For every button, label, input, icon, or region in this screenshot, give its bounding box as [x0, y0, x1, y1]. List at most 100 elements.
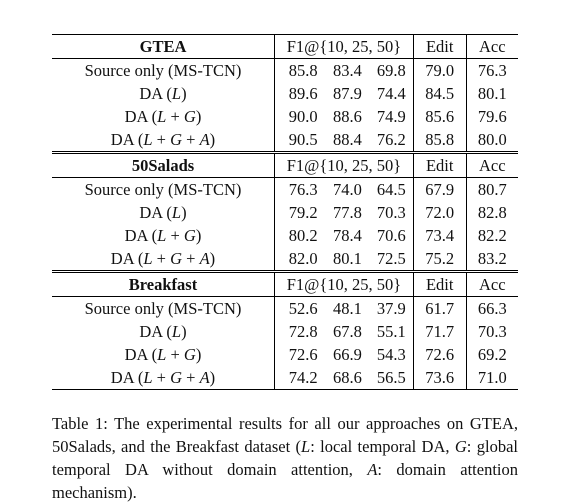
edit-cell: 75.2	[413, 247, 467, 272]
acc-cell: 80.0	[477, 130, 507, 149]
method-cell: DA (L)	[52, 82, 275, 105]
acc-cell: 82.2	[477, 226, 507, 245]
table-row: DA (L + G + A) 90.5 88.4 76.2 85.8 80.0	[52, 128, 518, 153]
table-caption: Table 1: The experimental results for al…	[52, 412, 518, 504]
table-row: DA (L + G + A) 82.0 80.1 72.5 75.2 83.2	[52, 247, 518, 272]
f1-50-cell: 74.9	[369, 105, 414, 128]
method-cell: Source only (MS-TCN)	[52, 177, 275, 201]
f1-25-cell: 80.1	[333, 249, 362, 268]
section-header-row: 50Salads F1@{10, 25, 50} Edit Acc	[52, 151, 518, 178]
acc-cell: 80.7	[477, 180, 507, 199]
acc-cell: 80.1	[477, 84, 507, 103]
table-row: DA (L) 72.8 67.8 55.1 71.7 70.3	[52, 320, 518, 343]
f1-column-header: F1@{10, 25, 50}	[274, 34, 414, 59]
method-cell: DA (L + G)	[52, 105, 275, 128]
f1-50-cell: 64.5	[369, 177, 414, 201]
acc-cell: 83.2	[477, 249, 507, 268]
method-cell: DA (L + G + A)	[52, 366, 275, 390]
f1-50-cell: 72.5	[369, 247, 414, 272]
f1-10-cell: 52.6	[288, 299, 318, 318]
acc-cell: 70.3	[477, 322, 507, 341]
caption-symbol-g: G	[454, 436, 467, 456]
acc-cell: 79.6	[477, 107, 507, 126]
f1-25-cell: 68.6	[325, 366, 370, 390]
table-row: Source only (MS-TCN) 85.8 83.4 69.8 79.0 76.3	[52, 58, 518, 82]
edit-cell: 61.7	[413, 296, 467, 320]
f1-10-cell: 74.2	[274, 366, 326, 390]
edit-cell: 79.0	[413, 58, 467, 82]
edit-cell: 73.6	[413, 366, 467, 390]
caption-text-1: Table 1: The experimental results for al…	[52, 413, 518, 456]
caption-text-4: : domain attention mechanism).	[52, 459, 519, 502]
edit-cell: 85.8	[413, 128, 467, 153]
results-table: GTEA F1@{10, 25, 50} Edit Acc Source only (M…	[52, 34, 518, 390]
f1-10-cell: 90.5	[288, 130, 318, 149]
f1-25-cell: 67.8	[333, 322, 362, 341]
f1-10-cell: 76.3	[288, 180, 318, 199]
f1-25-cell: 87.9	[333, 84, 362, 103]
acc-cell: 76.3	[477, 61, 507, 80]
method-cell: DA (L + G)	[52, 224, 275, 247]
f1-50-cell: 69.8	[369, 58, 414, 82]
f1-10-cell: 85.8	[288, 61, 318, 80]
f1-50-cell: 37.9	[369, 296, 414, 320]
table-body: GTEA F1@{10, 25, 50} Edit Acc Source only (M…	[52, 34, 518, 390]
edit-column-header: Edit	[413, 270, 467, 297]
caption-text-2: : local temporal DA,	[310, 436, 455, 456]
edit-cell: 84.5	[413, 82, 467, 105]
acc-cell: 82.8	[477, 203, 507, 222]
table-row: DA (L) 89.6 87.9 74.4 84.5 80.1	[52, 82, 518, 105]
method-cell: DA (L + G)	[52, 343, 275, 366]
table-row: DA (L + G) 80.2 78.4 70.6 73.4 82.2	[52, 224, 518, 247]
f1-10-cell: 79.2	[288, 203, 318, 222]
method-cell: DA (L)	[52, 320, 275, 343]
method-cell: Source only (MS-TCN)	[52, 58, 275, 82]
caption-symbol-a: A	[367, 459, 378, 479]
table-row: DA (L + G + A) 74.2 68.6 56.5 73.6 71.0	[52, 366, 518, 390]
f1-10-cell: 90.0	[288, 107, 318, 126]
section-header-row: Breakfast F1@{10, 25, 50} Edit Acc	[52, 270, 518, 297]
edit-cell: 72.0	[413, 201, 467, 224]
acc-column-header: Acc	[466, 151, 518, 178]
f1-50-cell: 54.3	[369, 343, 414, 366]
edit-column-header: Edit	[413, 151, 467, 178]
acc-cell: 66.3	[477, 299, 507, 318]
method-cell: DA (L + G + A)	[52, 247, 275, 272]
f1-25-cell: 77.8	[333, 203, 362, 222]
section-header-row: GTEA F1@{10, 25, 50} Edit Acc	[52, 34, 518, 59]
f1-25-cell: 48.1	[333, 299, 362, 318]
f1-column-header: F1@{10, 25, 50}	[274, 151, 414, 178]
f1-50-cell: 76.2	[369, 128, 414, 153]
edit-cell: 73.4	[413, 224, 467, 247]
f1-10-cell: 72.8	[288, 322, 318, 341]
acc-cell: 71.0	[466, 366, 518, 390]
table-row: DA (L) 79.2 77.8 70.3 72.0 82.8	[52, 201, 518, 224]
table-row: Source only (MS-TCN) 76.3 74.0 64.5 67.9 80.7	[52, 177, 518, 201]
caption-symbol-l: L	[301, 436, 311, 456]
acc-column-header: Acc	[466, 34, 518, 59]
f1-10-cell: 89.6	[288, 84, 318, 103]
dataset-name: Breakfast	[52, 270, 275, 297]
f1-25-cell: 88.4	[333, 130, 362, 149]
dataset-name: 50Salads	[52, 151, 275, 178]
acc-column-header: Acc	[466, 270, 518, 297]
edit-column-header: Edit	[413, 34, 467, 59]
f1-10-cell: 80.2	[288, 226, 318, 245]
f1-25-cell: 83.4	[333, 61, 362, 80]
acc-cell: 69.2	[477, 345, 507, 364]
edit-cell: 71.7	[413, 320, 467, 343]
dataset-name: GTEA	[52, 34, 275, 59]
f1-50-cell: 74.4	[369, 82, 414, 105]
table-row: DA (L + G) 72.6 66.9 54.3 72.6 69.2	[52, 343, 518, 366]
f1-10-cell: 72.6	[288, 345, 318, 364]
method-cell: DA (L)	[52, 201, 275, 224]
f1-25-cell: 88.6	[333, 107, 362, 126]
f1-50-cell: 70.3	[369, 201, 414, 224]
f1-10-cell: 82.0	[288, 249, 318, 268]
f1-50-cell: 70.6	[369, 224, 414, 247]
method-cell: DA (L + G + A)	[52, 128, 275, 153]
method-cell: Source only (MS-TCN)	[52, 296, 275, 320]
table-row: DA (L + G) 90.0 88.6 74.9 85.6 79.6	[52, 105, 518, 128]
edit-cell: 67.9	[413, 177, 467, 201]
f1-25-cell: 66.9	[333, 345, 362, 364]
